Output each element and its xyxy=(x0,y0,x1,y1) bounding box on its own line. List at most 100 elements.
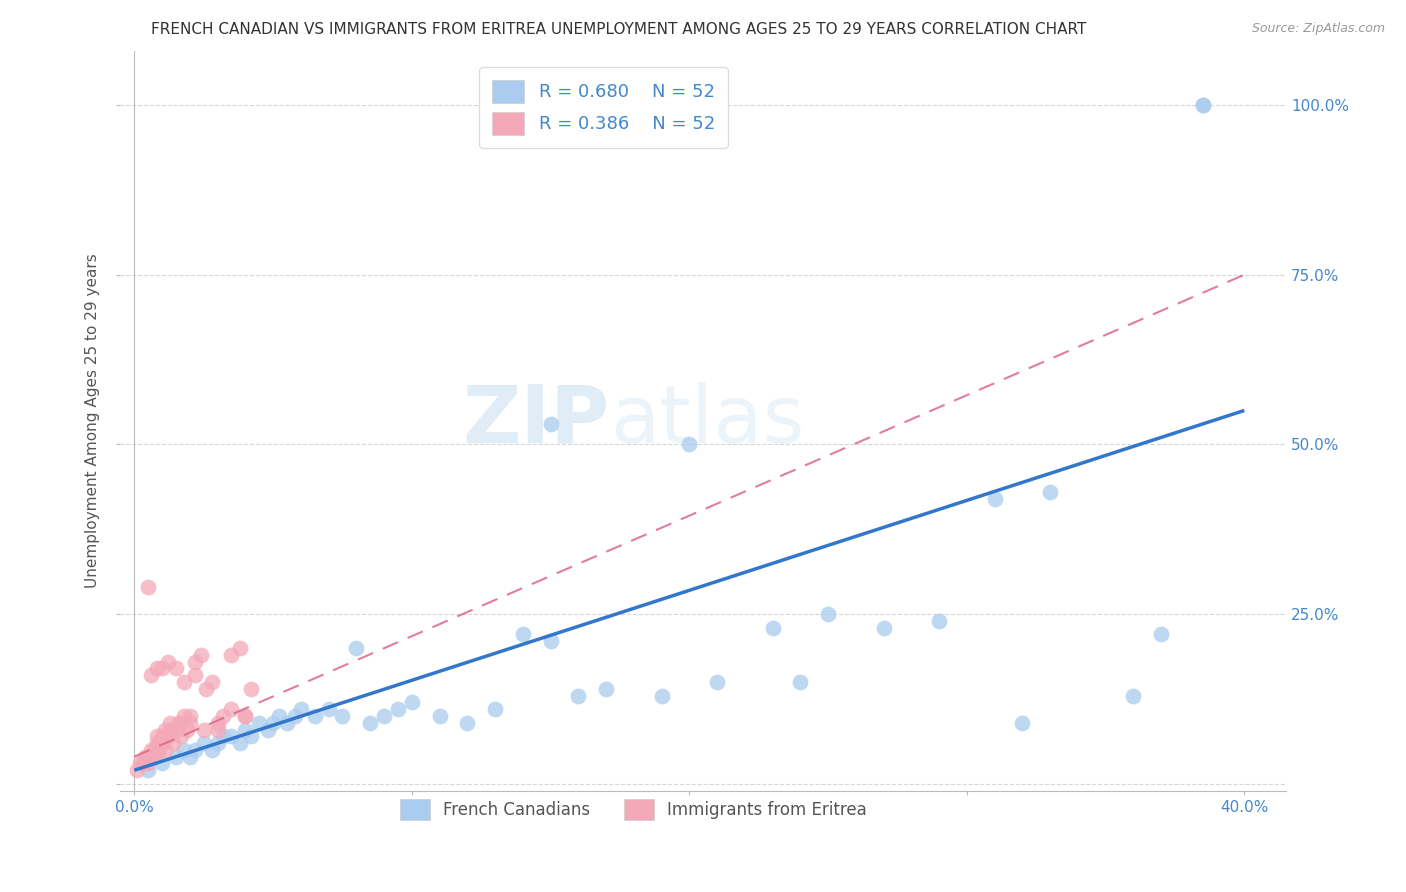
Point xyxy=(167,715,190,730)
Point xyxy=(284,709,307,723)
Point xyxy=(145,736,167,750)
Point xyxy=(706,675,728,690)
Point xyxy=(150,756,173,771)
Point xyxy=(540,417,562,431)
Point xyxy=(136,580,159,594)
Point xyxy=(239,681,262,696)
Point xyxy=(540,634,562,648)
Point xyxy=(170,729,193,743)
Point xyxy=(193,736,215,750)
Point xyxy=(136,756,159,771)
Point xyxy=(233,709,256,723)
Point xyxy=(262,715,284,730)
Point xyxy=(131,756,153,771)
Point xyxy=(179,709,201,723)
Point xyxy=(184,655,207,669)
Point xyxy=(239,729,262,743)
Point xyxy=(429,709,451,723)
Point xyxy=(190,648,212,662)
Point xyxy=(484,702,506,716)
Point xyxy=(145,743,167,757)
Text: FRENCH CANADIAN VS IMMIGRANTS FROM ERITREA UNEMPLOYMENT AMONG AGES 25 TO 29 YEAR: FRENCH CANADIAN VS IMMIGRANTS FROM ERITR… xyxy=(150,22,1087,37)
Point xyxy=(148,736,170,750)
Point xyxy=(276,715,298,730)
Point xyxy=(145,661,167,675)
Point xyxy=(290,702,312,716)
Point xyxy=(207,723,229,737)
Point xyxy=(176,723,198,737)
Text: ZIP: ZIP xyxy=(463,382,610,459)
Text: atlas: atlas xyxy=(610,382,804,459)
Point xyxy=(193,723,215,737)
Point xyxy=(148,743,170,757)
Point xyxy=(134,749,156,764)
Point xyxy=(153,743,176,757)
Point xyxy=(928,614,950,628)
Point xyxy=(1039,484,1062,499)
Point xyxy=(567,689,589,703)
Point xyxy=(256,723,278,737)
Point xyxy=(150,661,173,675)
Point xyxy=(318,702,340,716)
Point xyxy=(221,648,243,662)
Point xyxy=(159,723,181,737)
Point xyxy=(165,749,187,764)
Point xyxy=(145,729,167,743)
Point xyxy=(221,729,243,743)
Point xyxy=(184,668,207,682)
Point xyxy=(401,695,423,709)
Point xyxy=(201,675,224,690)
Point xyxy=(983,491,1005,506)
Legend: French Canadians, Immigrants from Eritrea: French Canadians, Immigrants from Eritre… xyxy=(394,792,873,827)
Point xyxy=(332,709,354,723)
Point xyxy=(817,607,839,621)
Point xyxy=(173,709,195,723)
Point xyxy=(156,655,179,669)
Point xyxy=(344,641,367,656)
Point xyxy=(136,763,159,777)
Point xyxy=(207,715,229,730)
Point xyxy=(179,715,201,730)
Point xyxy=(207,736,229,750)
Point xyxy=(1191,98,1213,112)
Point xyxy=(184,743,207,757)
Point xyxy=(267,709,290,723)
Point xyxy=(229,641,252,656)
Point xyxy=(167,715,190,730)
Point xyxy=(221,702,243,716)
Point xyxy=(229,736,252,750)
Point xyxy=(456,715,478,730)
Point xyxy=(159,715,181,730)
Point xyxy=(678,437,700,451)
Point xyxy=(247,715,270,730)
Point xyxy=(761,621,783,635)
Point xyxy=(201,743,224,757)
Point xyxy=(173,743,195,757)
Point xyxy=(195,681,218,696)
Point xyxy=(165,723,187,737)
Point xyxy=(150,736,173,750)
Point xyxy=(127,763,149,777)
Point xyxy=(1122,689,1144,703)
Text: Source: ZipAtlas.com: Source: ZipAtlas.com xyxy=(1251,22,1385,36)
Point xyxy=(1191,98,1213,112)
Point xyxy=(153,723,176,737)
Point xyxy=(150,729,173,743)
Y-axis label: Unemployment Among Ages 25 to 29 years: Unemployment Among Ages 25 to 29 years xyxy=(86,253,100,588)
Point xyxy=(359,715,381,730)
Point xyxy=(142,749,165,764)
Point xyxy=(233,723,256,737)
Point xyxy=(165,661,187,675)
Point xyxy=(387,702,409,716)
Point xyxy=(512,627,534,641)
Point xyxy=(233,709,256,723)
Point xyxy=(1150,627,1173,641)
Point xyxy=(1011,715,1033,730)
Point xyxy=(139,668,162,682)
Point xyxy=(128,756,150,771)
Point xyxy=(162,736,184,750)
Point xyxy=(179,749,201,764)
Point xyxy=(212,709,235,723)
Point xyxy=(142,743,165,757)
Point xyxy=(595,681,617,696)
